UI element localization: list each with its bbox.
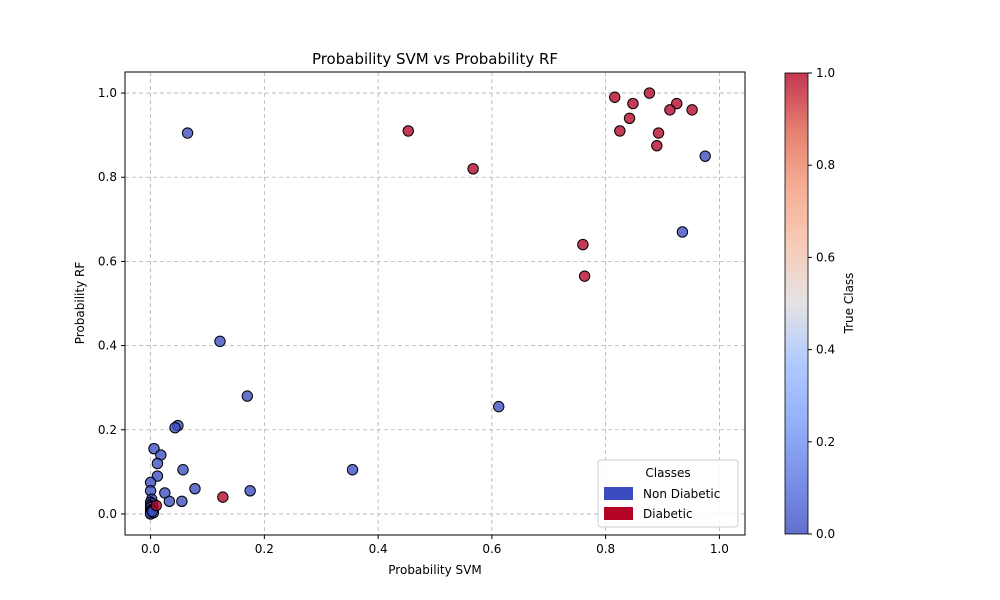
data-point-diabetic: [609, 91, 621, 103]
colorbar-tick-label: 0.4: [816, 343, 835, 357]
y-tick-label: 0.8: [98, 170, 117, 184]
x-tick-label: 0.8: [596, 542, 615, 556]
colorbar-tick-label: 0.2: [816, 435, 835, 449]
legend-title: Classes: [645, 466, 690, 480]
data-point-non-diabetic: [676, 226, 689, 238]
y-tick-label: 0.4: [98, 339, 117, 353]
data-point-non-diabetic: [169, 421, 181, 434]
y-tick-label: 0.0: [98, 507, 117, 521]
data-point-diabetic: [664, 104, 676, 116]
data-point-diabetic: [577, 238, 589, 251]
colorbar-tick-label: 0.0: [816, 527, 835, 541]
data-point-non-diabetic: [181, 127, 194, 139]
data-point-non-diabetic: [189, 483, 201, 495]
data-point-diabetic: [150, 499, 162, 512]
data-point-diabetic: [686, 104, 698, 116]
data-point-non-diabetic: [214, 335, 226, 348]
data-point-non-diabetic: [346, 464, 359, 476]
y-tick-label: 0.6: [98, 254, 117, 268]
data-point-diabetic: [217, 491, 229, 503]
x-tick-label: 0.4: [369, 542, 388, 556]
data-point-non-diabetic: [244, 485, 256, 497]
grid: [125, 72, 745, 535]
x-axis-label: Probability SVM: [388, 563, 481, 577]
y-tick-label: 0.2: [98, 423, 117, 437]
data-point-diabetic: [402, 125, 414, 137]
data-point-non-diabetic: [241, 390, 253, 402]
y-axis-ticks: 0.0 0.2 0.4 0.6 0.8 1.0: [98, 86, 125, 521]
plot-frame: [124, 71, 746, 536]
data-point-diabetic: [652, 127, 665, 139]
legend-label-non-diabetic: Non Diabetic: [643, 487, 720, 501]
data-point-diabetic: [643, 87, 656, 99]
legend-swatch-diabetic: [604, 507, 633, 520]
x-tick-label: 0.0: [141, 542, 160, 556]
colorbar-tick-label: 0.8: [816, 158, 835, 172]
data-point-non-diabetic: [151, 457, 164, 470]
colorbar-tick-label: 0.6: [816, 250, 835, 264]
legend-label-diabetic: Diabetic: [643, 507, 693, 521]
data-point-diabetic: [467, 163, 479, 175]
x-tick-label: 0.2: [255, 542, 274, 556]
legend-swatch-non-diabetic: [604, 487, 633, 500]
data-point-diabetic: [623, 112, 636, 125]
colorbar-ticks: 0.0 0.2 0.4 0.6 0.8 1.0: [808, 66, 835, 541]
colorbar-label: True Class: [842, 273, 856, 335]
data-point-non-diabetic: [176, 495, 188, 508]
x-tick-label: 1.0: [710, 542, 729, 556]
data-point-diabetic: [614, 125, 626, 137]
data-point-diabetic: [578, 270, 591, 282]
data-point-diabetic: [651, 139, 663, 152]
chart-title: Probability SVM vs Probability RF: [312, 50, 558, 68]
data-point-non-diabetic: [177, 464, 189, 476]
x-tick-label: 0.6: [482, 542, 501, 556]
data-point-diabetic: [627, 97, 639, 110]
x-axis-ticks: 0.0 0.2 0.4 0.6 0.8 1.0: [141, 535, 729, 556]
data-point-non-diabetic: [163, 495, 176, 508]
data-point-non-diabetic: [699, 150, 711, 162]
legend: Classes Non Diabetic Diabetic: [597, 459, 739, 528]
colorbar-gradient: [784, 72, 809, 535]
y-tick-label: 1.0: [98, 86, 117, 100]
colorbar-tick-label: 1.0: [816, 66, 835, 80]
data-point-non-diabetic: [493, 400, 505, 413]
data-points: [144, 87, 711, 520]
y-axis-label: Probability RF: [73, 262, 87, 345]
colorbar: 0.0 0.2 0.4 0.6 0.8 1.0 True Class: [784, 66, 856, 541]
